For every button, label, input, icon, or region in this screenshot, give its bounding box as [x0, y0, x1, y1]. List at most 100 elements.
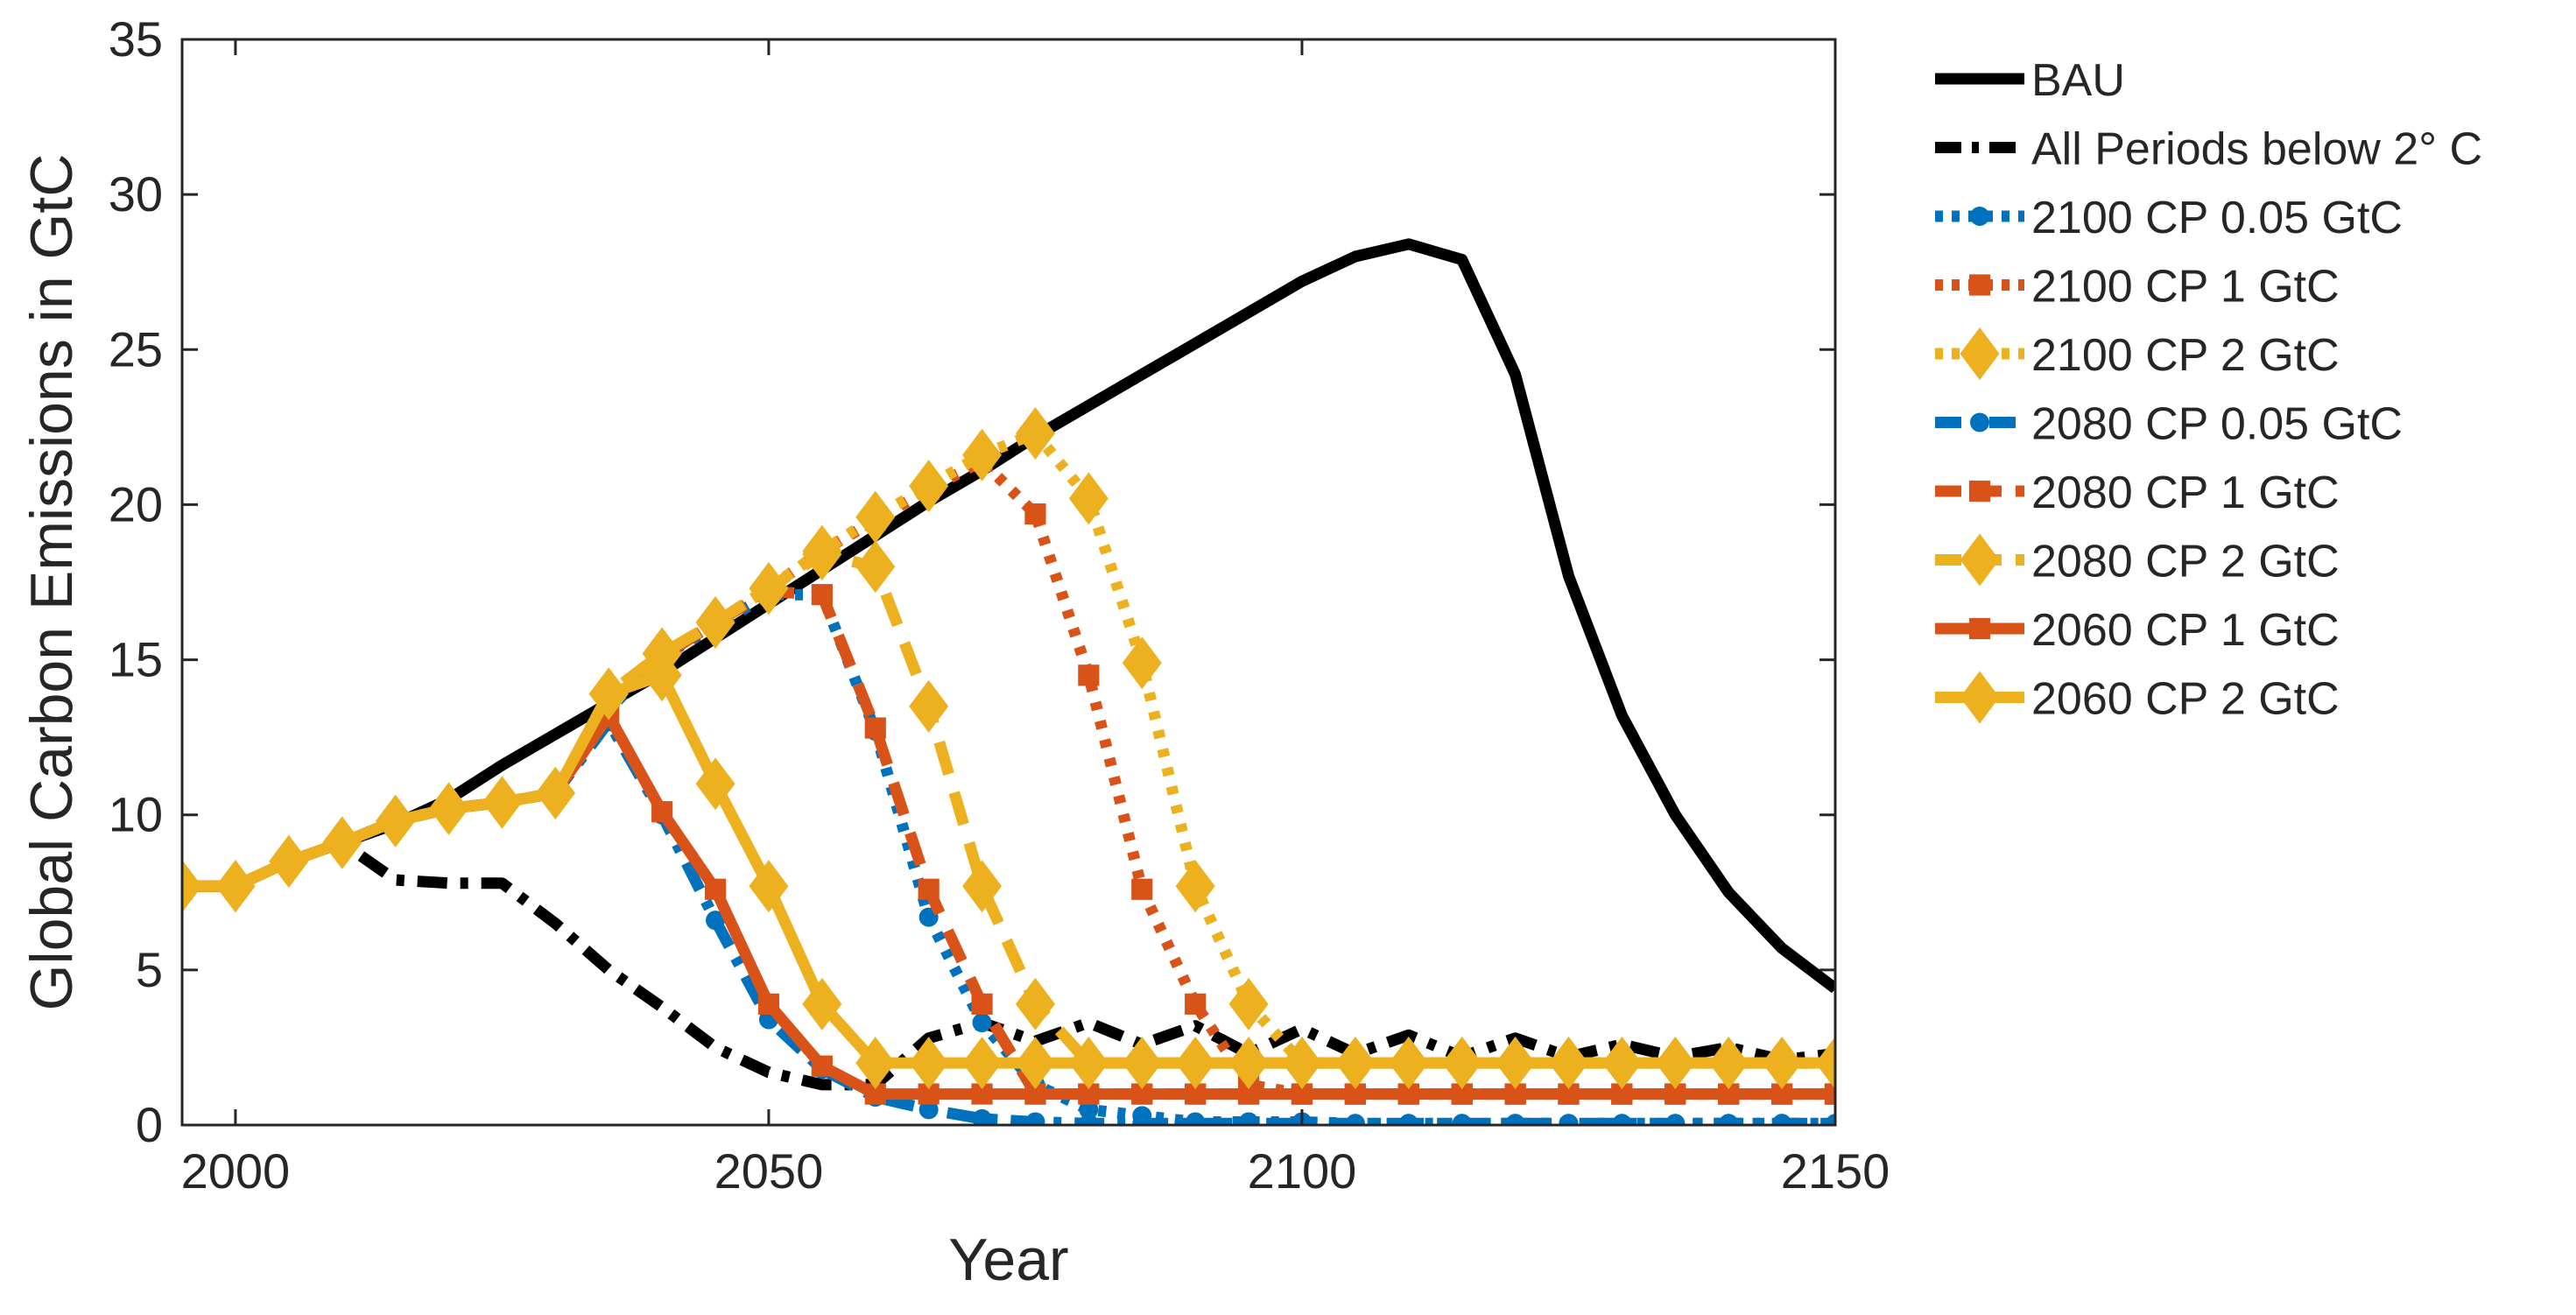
- data-point: [1601, 1037, 1642, 1090]
- data-point: [1282, 1037, 1322, 1090]
- data-point: [749, 860, 789, 913]
- data-point: [1185, 993, 1207, 1015]
- data-point: [695, 596, 735, 650]
- data-point: [1826, 1114, 1835, 1125]
- data-point: [1389, 1037, 1429, 1090]
- data-point: [1655, 1037, 1695, 1090]
- data-point: [918, 1100, 939, 1120]
- series-2060-cp-2-gtc: [182, 649, 1835, 1090]
- legend-marker: [1970, 207, 1989, 226]
- data-point: [1131, 878, 1153, 900]
- y-tick-label: 15: [109, 632, 163, 687]
- data-point: [962, 1037, 1003, 1090]
- data-point: [1559, 1114, 1579, 1125]
- x-tick-label: 2100: [1248, 1143, 1357, 1199]
- x-tick-label: 2050: [714, 1143, 824, 1199]
- legend-marker: [1960, 327, 2000, 380]
- data-point: [1186, 1114, 1206, 1125]
- x-tick-label: 2150: [1781, 1143, 1890, 1199]
- data-point: [811, 1055, 833, 1077]
- data-point: [1548, 1037, 1588, 1090]
- data-point: [1719, 1114, 1739, 1125]
- legend-label: 2100 CP 0.05 GtC: [2031, 193, 2403, 243]
- data-point: [1078, 665, 1100, 686]
- y-tick-label: 35: [109, 11, 163, 67]
- data-point: [1122, 1037, 1162, 1090]
- series-layer: [182, 238, 1835, 1125]
- legend-item-2100-cp-1-gtc: 2100 CP 1 GtC: [1935, 262, 2340, 313]
- legend-label: 2080 CP 2 GtC: [2031, 537, 2340, 587]
- plot-area: [182, 39, 1835, 1125]
- data-point: [864, 717, 886, 739]
- data-point: [1015, 977, 1055, 1030]
- legend-marker: [1960, 671, 2000, 724]
- data-point: [1239, 1114, 1259, 1125]
- data-point: [1772, 1114, 1792, 1125]
- data-point: [909, 679, 949, 733]
- legend: BAU All Periods below 2° C 2100 CP 0.05 Gt…: [1935, 55, 2482, 725]
- data-point: [215, 860, 256, 913]
- data-point: [269, 834, 309, 888]
- data-point: [918, 878, 940, 900]
- legend-item-bau: BAU: [1935, 55, 2125, 106]
- y-tick-label: 30: [109, 166, 163, 222]
- data-point: [1068, 1037, 1109, 1090]
- data-point: [757, 993, 780, 1015]
- data-point: [1335, 1037, 1376, 1090]
- data-point: [1665, 1114, 1686, 1125]
- x-axis-label: Year: [948, 1227, 1068, 1293]
- data-point: [909, 460, 949, 513]
- data-point: [802, 528, 842, 581]
- data-point: [1025, 1112, 1045, 1125]
- data-point: [1708, 1037, 1749, 1090]
- data-point: [1345, 1114, 1365, 1125]
- data-point: [1024, 503, 1046, 525]
- data-point: [1175, 860, 1215, 913]
- data-point: [535, 766, 575, 819]
- data-point: [1228, 977, 1269, 1030]
- data-point: [962, 428, 1003, 482]
- plot-frame: [180, 38, 1837, 1127]
- data-point: [971, 993, 993, 1015]
- y-tick-label: 5: [136, 942, 163, 997]
- data-point: [972, 1108, 992, 1125]
- series-line: [182, 238, 1835, 994]
- legend-label: 2100 CP 2 GtC: [2031, 330, 2340, 381]
- data-point: [651, 801, 673, 823]
- legend-marker: [1968, 617, 1991, 640]
- data-point: [1762, 1037, 1802, 1090]
- data-point: [1122, 636, 1162, 690]
- legend-marker: [1960, 533, 2000, 587]
- legend-item-2100-cp-0-05-gtc: 2100 CP 0.05 GtC: [1935, 193, 2403, 243]
- data-point: [972, 1013, 992, 1033]
- data-point: [749, 562, 789, 615]
- y-tick-label: 25: [109, 321, 163, 376]
- data-point: [482, 776, 522, 829]
- legend-item-2060-cp-2-gtc: 2060 CP 2 GtC: [1935, 671, 2340, 725]
- y-tick-label: 20: [109, 476, 163, 531]
- data-point: [182, 860, 202, 913]
- legend-item-2080-cp-2-gtc: 2080 CP 2 GtC: [1935, 533, 2340, 587]
- legend-item-2080-cp-1-gtc: 2080 CP 1 GtC: [1935, 468, 2340, 518]
- legend-item-2060-cp-1-gtc: 2060 CP 1 GtC: [1935, 605, 2340, 656]
- axis-ticks: 2000 2050 2100 2150 0 5 10 15 20 25 30 35: [109, 11, 1890, 1199]
- data-point: [1505, 1114, 1525, 1125]
- legend-item-all-periods-below-2-c: All Periods below 2° C: [1935, 124, 2482, 175]
- data-point: [855, 540, 896, 594]
- legend-item-2100-cp-2-gtc: 2100 CP 2 GtC: [1935, 327, 2340, 381]
- legend-label: 2100 CP 1 GtC: [2031, 262, 2340, 313]
- legend-label: 2060 CP 1 GtC: [2031, 605, 2340, 656]
- y-axis-label: Global Carbon Emissions in GtC: [18, 154, 85, 1011]
- data-point: [1612, 1114, 1632, 1125]
- data-point: [1068, 472, 1109, 525]
- legend-label: 2080 CP 0.05 GtC: [2031, 399, 2403, 450]
- data-point: [855, 490, 896, 544]
- data-point: [695, 757, 735, 811]
- data-point: [1175, 1037, 1215, 1090]
- data-point: [1815, 1037, 1835, 1090]
- data-point: [1398, 1114, 1418, 1125]
- data-point: [1015, 1037, 1055, 1090]
- data-point: [1079, 1114, 1099, 1125]
- data-point: [1228, 1037, 1269, 1090]
